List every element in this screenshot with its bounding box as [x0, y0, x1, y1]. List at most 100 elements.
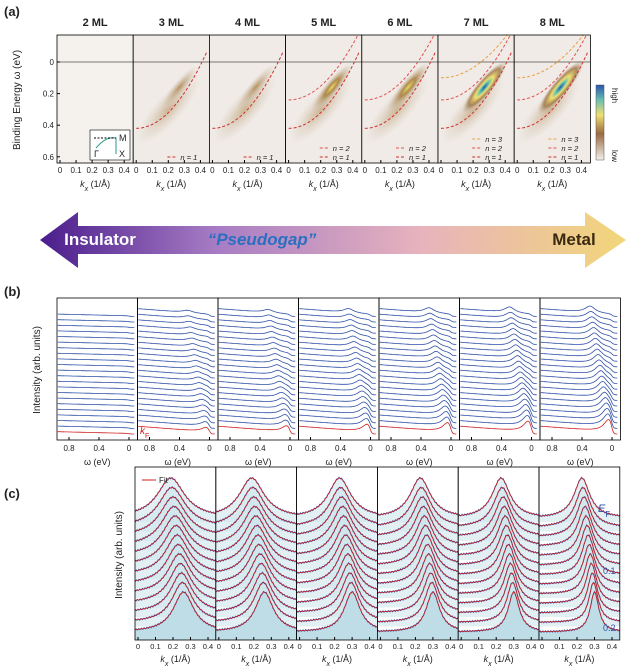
x-tick-label: 0 [134, 166, 139, 175]
spectral-band [461, 61, 507, 114]
x-tick-label: 0 [363, 166, 368, 175]
x-tick-label: 0.4 [284, 642, 294, 651]
edc-curve [138, 336, 215, 345]
edc-curve [299, 385, 376, 396]
x-tick-label: 0.4 [445, 642, 455, 651]
edc-panel [299, 308, 376, 435]
x-tick-label: 0.4 [526, 642, 536, 651]
edc-curve [379, 318, 457, 329]
edc-curve [57, 414, 135, 418]
edc-curve [379, 422, 457, 435]
x-tick-label: 0.3 [560, 166, 572, 175]
edc-curve [57, 369, 135, 373]
x-tick-label: 0.1 [375, 166, 387, 175]
mdc-fit [215, 553, 297, 592]
mdc-fit [539, 534, 620, 575]
x-tick-label: 0.3 [428, 642, 438, 651]
x-tick-label: 0.1 [223, 166, 235, 175]
edc-curve [299, 412, 376, 424]
x-tick-label: 0.2 [391, 166, 403, 175]
edc-curve [218, 313, 296, 323]
x-tick-label: 0 [378, 642, 382, 651]
mdc-fit [296, 506, 378, 545]
edc-curve [138, 347, 215, 357]
y-tick-label: 0.2 [43, 90, 55, 99]
edc-curve [138, 353, 215, 362]
edc-curve [379, 372, 457, 385]
edc-curve [460, 306, 537, 317]
inset-label: X [119, 149, 125, 159]
mdc-fit [377, 506, 459, 545]
mdc-fill [135, 592, 216, 640]
unit: (1/Å) [469, 179, 491, 189]
panel-label: (b) [4, 284, 21, 299]
legend-label: n = 1 [333, 153, 350, 162]
x-tick-label: 0.4 [415, 444, 427, 453]
edc-curve [299, 308, 376, 317]
mdc-fit [135, 553, 216, 591]
x-axis-label: kx (1/Å) [160, 654, 190, 667]
unit: (1/Å) [88, 179, 110, 189]
x-tick-label: 0.1 [473, 642, 483, 651]
edc-curve [218, 358, 296, 368]
subband-dispersion [440, 51, 513, 129]
mdc-fill [215, 592, 297, 640]
unit: (1/Å) [317, 179, 339, 189]
edc-curve [218, 414, 296, 424]
mdc-fit [215, 563, 297, 602]
spectral-band [311, 63, 353, 112]
mdc-fit [135, 515, 216, 552]
x-tick-label: 0.4 [423, 166, 435, 175]
edc-curve [138, 397, 215, 407]
edc-curve [379, 416, 457, 429]
k: k [140, 426, 146, 437]
edc-curve [460, 376, 537, 390]
mdc-fill [539, 535, 620, 579]
subband-dispersion [212, 51, 284, 129]
x-tick-label: 0.8 [224, 444, 236, 453]
edc-curve [460, 398, 537, 413]
x-tick-label: 0.3 [407, 166, 419, 175]
x-tick-label: 0.4 [364, 642, 374, 651]
x-axis-label: ω (eV) [486, 457, 513, 467]
unit: (1/Å) [393, 179, 415, 189]
edc-curve [218, 353, 296, 362]
edc-curve [299, 418, 376, 429]
x-tick-label: 0.8 [546, 444, 558, 453]
edc-panel [57, 313, 135, 435]
edc-panel [379, 307, 457, 435]
k-sub: x [236, 186, 241, 193]
edc-curve [57, 431, 135, 435]
edc-curve [540, 386, 618, 401]
k-sub: x [465, 186, 470, 193]
mdc-fill [539, 516, 620, 560]
x-tick-label: 0 [459, 642, 463, 651]
legend-label: n = 3 [485, 135, 503, 144]
edc-curve [299, 363, 376, 373]
subband-dispersion [441, 35, 511, 101]
edc-panel [540, 305, 618, 435]
x-tick-label: 0.4 [174, 444, 186, 453]
edc-curve [540, 397, 618, 413]
edc-curve [540, 364, 618, 379]
mdc-fit [215, 534, 297, 572]
x-axis-label: kx (1/Å) [461, 179, 491, 193]
mdc-fit [135, 477, 216, 514]
mdc-fit [296, 563, 378, 603]
edc-curve [299, 379, 376, 390]
mdc-panel [296, 476, 378, 640]
x-tick-label: 0.2 [329, 642, 339, 651]
k: k [385, 179, 390, 189]
edc-curve [299, 341, 376, 351]
column-title: 3 ML [159, 17, 184, 29]
legend-label: n = 3 [561, 135, 579, 144]
legend-label: n = 2 [561, 144, 579, 153]
edc-curve [460, 360, 537, 373]
mdc-panel [539, 476, 620, 640]
edc-curve [460, 333, 537, 345]
k: k [461, 179, 466, 189]
edc-curve [138, 341, 215, 351]
edc-curve [138, 358, 215, 368]
mdc-fit [377, 544, 459, 584]
spectral-band [136, 74, 201, 145]
